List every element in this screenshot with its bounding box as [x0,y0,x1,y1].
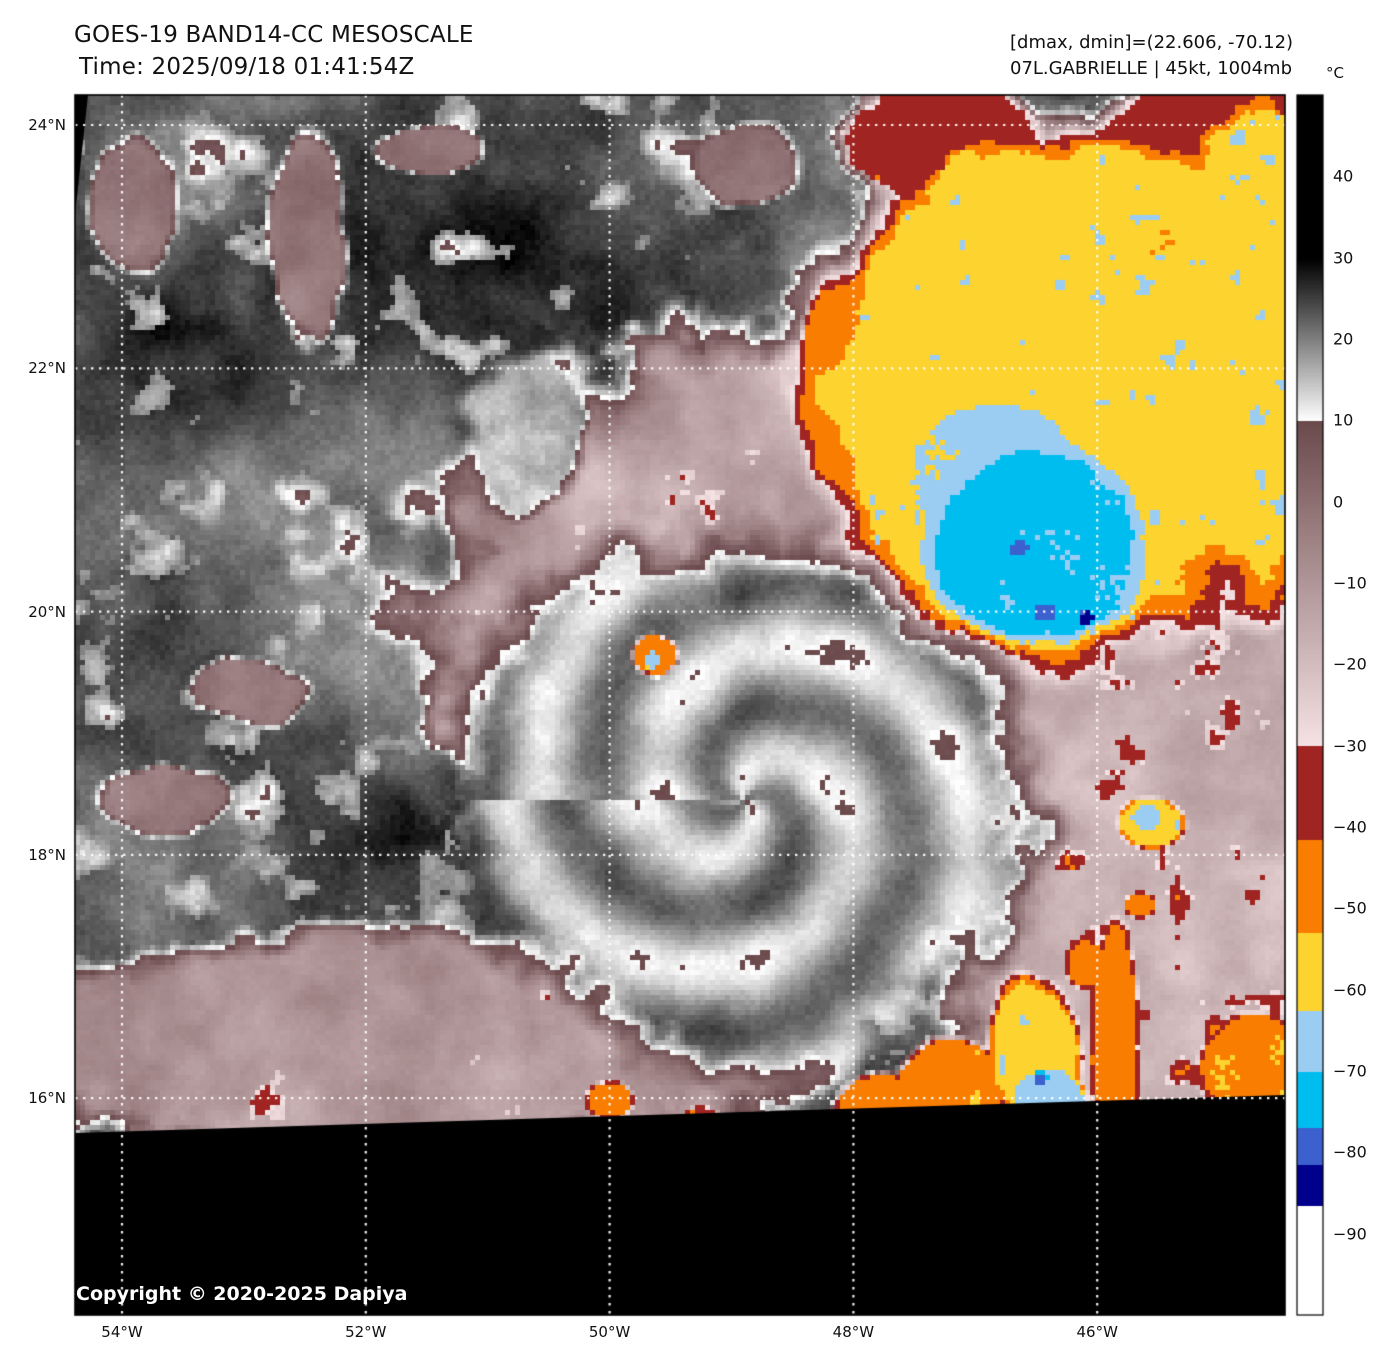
lat-axis-label: 24°N [28,116,66,134]
colorbar-tick-label: −40 [1333,817,1367,837]
lat-axis-label: 20°N [28,602,66,621]
lon-axis-label: 52°W [345,1323,387,1341]
colorbar-tick-label: −30 [1333,736,1367,756]
lon-axis-label: 48°W [832,1323,875,1341]
lat-axis-label: 18°N [28,845,66,864]
colorbar-tick-label: −90 [1333,1224,1367,1244]
colorbar-tick-label: 10 [1333,410,1354,430]
colorbar-tick-label: −10 [1333,573,1367,593]
lon-axis-label: 50°W [588,1323,631,1341]
page-title: GOES-19 BAND14-CC MESOSCALE [74,22,474,48]
colorbar-tick-label: −50 [1333,898,1367,918]
dmax-dmin-annotation: [dmax, dmin]=(22.606, -70.12) [1010,32,1294,53]
colorbar-tick-label: 0 [1333,492,1344,512]
colorbar-tick-label: −70 [1333,1061,1367,1081]
colorbar-tick-label: 40 [1333,166,1354,186]
timestamp-line: Time: 2025/09/18 01:41:54Z [79,54,415,80]
colorbar-tick-label: −80 [1333,1142,1367,1162]
lat-axis-label: 22°N [28,359,66,378]
storm-annotation: 07L.GABRIELLE | 45kt, 1004mb [1010,58,1292,79]
colorbar-tick-label: 30 [1333,248,1354,268]
colorbar-tick-label: −20 [1333,654,1367,674]
lon-axis-label: 46°W [1076,1323,1118,1341]
colorbar-unit-label: °C [1326,64,1344,82]
lon-axis-label: 54°W [101,1323,143,1341]
copyright-text: Copyright © 2020-2025 Dapiya [76,1283,408,1305]
colorbar-tick-label: −60 [1333,980,1367,1000]
lat-axis-label: 16°N [28,1089,66,1108]
colorbar-tick-label: 20 [1333,329,1354,349]
